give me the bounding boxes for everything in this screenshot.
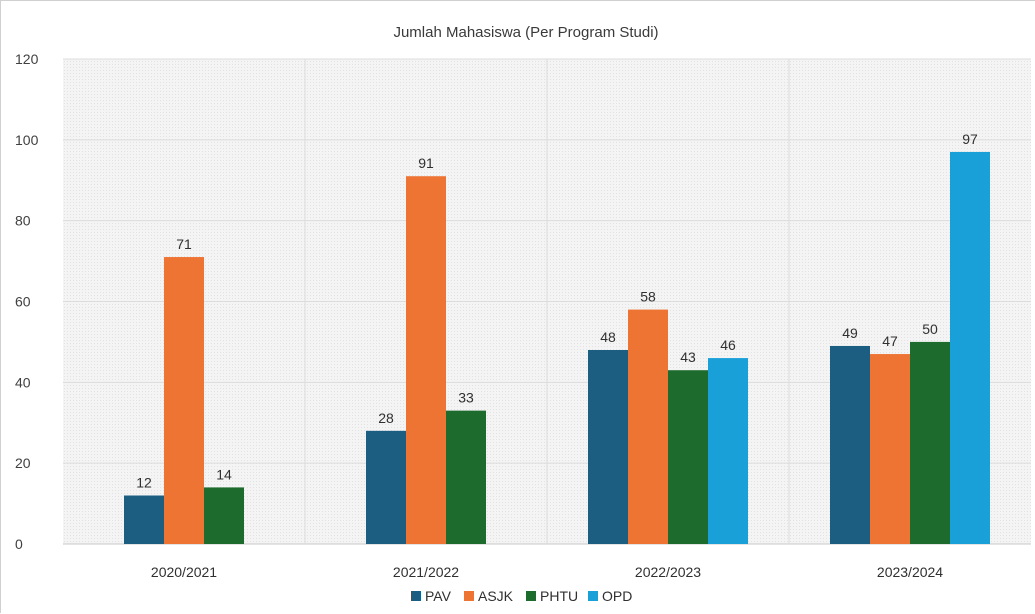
data-label: 97 bbox=[962, 131, 978, 147]
bars bbox=[124, 151, 990, 545]
data-label: 49 bbox=[842, 325, 858, 341]
bar-phtu-0 bbox=[204, 487, 244, 544]
bar-asjk-0 bbox=[164, 257, 204, 544]
y-tick-label: 40 bbox=[15, 374, 31, 390]
bar-asjk-2 bbox=[628, 309, 668, 544]
bar-opd-2 bbox=[708, 358, 748, 544]
x-tick-label: 2023/2024 bbox=[877, 564, 943, 580]
y-axis: 0 20 40 60 80 100 120 bbox=[15, 51, 39, 552]
legend-swatch-asjk bbox=[464, 591, 474, 601]
x-tick-label: 2021/2022 bbox=[393, 564, 459, 580]
bar-pav-3 bbox=[830, 345, 870, 544]
data-label: 58 bbox=[640, 289, 656, 305]
data-label: 43 bbox=[680, 349, 696, 365]
bar-pav-2 bbox=[588, 350, 628, 544]
bar-phtu-3 bbox=[910, 341, 950, 544]
legend-label-phtu: PHTU bbox=[540, 588, 578, 604]
data-labels: 12 71 14 28 91 33 48 58 43 46 49 47 50 97 bbox=[136, 131, 978, 491]
data-label: 91 bbox=[418, 155, 434, 171]
x-tick-label: 2022/2023 bbox=[635, 564, 701, 580]
legend-label-opd: OPD bbox=[602, 588, 632, 604]
chart-title: Jumlah Mahasiswa (Per Program Studi) bbox=[393, 24, 658, 41]
legend-swatch-phtu bbox=[526, 591, 536, 601]
data-label: 50 bbox=[922, 321, 938, 337]
y-tick-label: 20 bbox=[15, 455, 31, 471]
data-label: 46 bbox=[720, 337, 736, 353]
bar-phtu-1 bbox=[446, 410, 486, 544]
bar-phtu-2 bbox=[668, 370, 708, 544]
y-tick-label: 0 bbox=[15, 536, 23, 552]
data-label: 12 bbox=[136, 475, 152, 491]
y-tick-label: 100 bbox=[15, 132, 39, 148]
data-label: 14 bbox=[216, 466, 232, 482]
y-tick-label: 60 bbox=[15, 294, 31, 310]
bar-opd-3 bbox=[950, 151, 990, 545]
bar-pav-1 bbox=[366, 430, 406, 544]
legend-swatch-pav bbox=[411, 591, 421, 601]
legend-label-asjk: ASJK bbox=[478, 588, 514, 604]
data-label: 28 bbox=[378, 410, 394, 426]
y-tick-label: 120 bbox=[15, 51, 39, 67]
data-label: 71 bbox=[176, 236, 192, 252]
bar-asjk-3 bbox=[870, 354, 910, 544]
y-tick-label: 80 bbox=[15, 213, 31, 229]
data-label: 33 bbox=[458, 390, 474, 406]
data-label: 48 bbox=[600, 329, 616, 345]
x-tick-label: 2020/2021 bbox=[151, 564, 217, 580]
gridlines bbox=[63, 58, 1031, 545]
bar-pav-0 bbox=[124, 495, 164, 544]
data-label: 47 bbox=[882, 333, 898, 349]
x-axis: 2020/2021 2021/2022 2022/2023 2023/2024 bbox=[151, 564, 943, 580]
legend-label-pav: PAV bbox=[425, 588, 452, 604]
legend-swatch-opd bbox=[588, 591, 598, 601]
bar-asjk-1 bbox=[406, 176, 446, 545]
legend: PAV ASJK PHTU OPD bbox=[411, 588, 632, 604]
